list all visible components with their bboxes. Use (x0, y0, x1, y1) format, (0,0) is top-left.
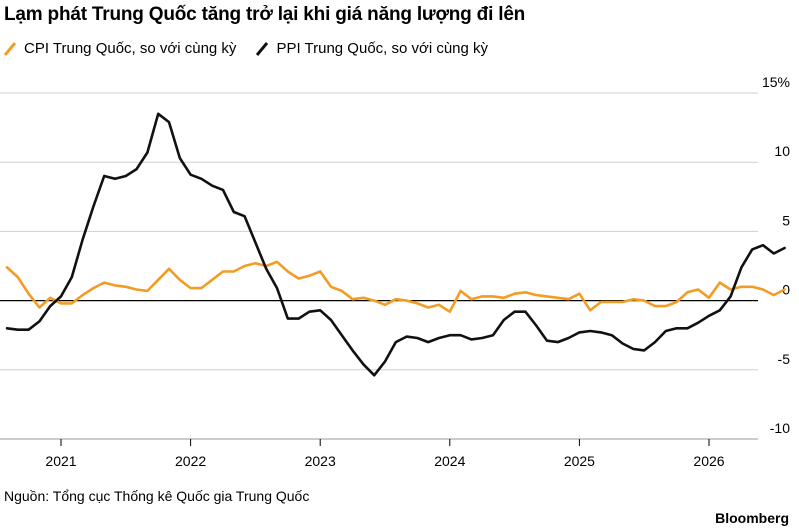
chart-title: Lạm phát Trung Quốc tăng trở lại khi giá… (4, 4, 526, 25)
legend-item-cpi: CPI Trung Quốc, so với cùng kỳ (4, 40, 236, 57)
y-tick-label-10: 10 (774, 143, 790, 159)
x-tick-label-2026: 2026 (693, 453, 724, 469)
y-tick-label--10: -10 (770, 420, 790, 436)
series-line-ppi (5, 112, 786, 377)
y-tick-label-0: 0 (782, 282, 790, 298)
source-note: Nguồn: Tổng cục Thống kê Quốc gia Trung … (4, 488, 310, 504)
y-tick-label--5: -5 (778, 351, 791, 367)
x-tick-label-2025: 2025 (564, 453, 595, 469)
legend-cpi-slash-icon (4, 41, 16, 56)
bloomberg-logo: Bloomberg (715, 510, 789, 526)
x-tick-label-2022: 2022 (175, 453, 206, 469)
x-tick-label-2024: 2024 (434, 453, 465, 469)
legend-ppi-label: PPI Trung Quốc, so với cùng kỳ (276, 40, 489, 57)
x-tick-label-2021: 2021 (45, 453, 76, 469)
y-tick-label-5: 5 (782, 212, 790, 228)
legend-item-ppi: PPI Trung Quốc, so với cùng kỳ (256, 40, 488, 57)
series-line-cpi (5, 260, 786, 314)
legend-ppi-slash-icon (256, 41, 269, 56)
legend-cpi-label: CPI Trung Quốc, so với cùng kỳ (24, 40, 237, 57)
legend: CPI Trung Quốc, so với cùng kỳ PPI Trung… (4, 40, 488, 57)
x-tick-label-2023: 2023 (305, 453, 336, 469)
y-tick-label-15: 15% (762, 74, 790, 90)
